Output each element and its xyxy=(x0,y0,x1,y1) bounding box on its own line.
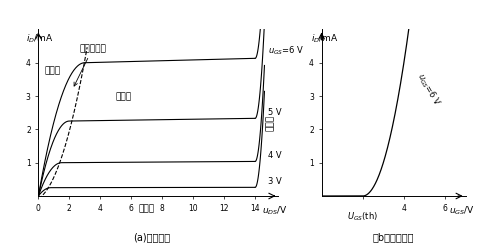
Text: $U_{GS}$(th): $U_{GS}$(th) xyxy=(347,211,378,223)
Text: $u_{GS}$=6 V: $u_{GS}$=6 V xyxy=(267,44,304,57)
Text: 5 V: 5 V xyxy=(267,108,281,117)
Text: $u_{GS}$=6 V: $u_{GS}$=6 V xyxy=(414,71,443,108)
Text: 3 V: 3 V xyxy=(267,177,281,186)
Text: $u_{GS}$/V: $u_{GS}$/V xyxy=(448,204,474,217)
Text: 4 V: 4 V xyxy=(267,151,281,160)
Text: (a)输出特性: (a)输出特性 xyxy=(132,232,170,242)
Text: 恒流区: 恒流区 xyxy=(116,92,132,101)
Text: 变阶区: 变阶区 xyxy=(45,66,60,75)
Text: （b）转移特性: （b）转移特性 xyxy=(373,232,414,242)
Text: $i_D$/mA: $i_D$/mA xyxy=(312,33,339,45)
Text: 击穿区: 击穿区 xyxy=(266,115,275,131)
Text: $u_{DS}$/V: $u_{DS}$/V xyxy=(263,204,288,217)
Text: $i_D$/mA: $i_D$/mA xyxy=(26,33,53,45)
Text: 夹断区: 夹断区 xyxy=(139,204,155,213)
Text: 预夹断轨迹: 预夹断轨迹 xyxy=(74,44,106,86)
